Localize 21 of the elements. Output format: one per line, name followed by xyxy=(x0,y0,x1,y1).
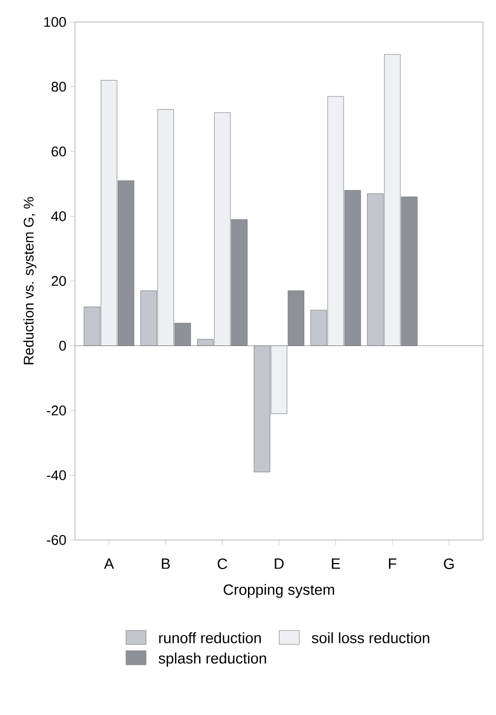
y-axis-title: Reduction vs. system G, % xyxy=(23,197,36,364)
x-tick-label: E xyxy=(332,558,340,569)
y-tick-label: 80 xyxy=(52,82,66,92)
y-tick-label: -60 xyxy=(46,535,66,545)
x-tick-label: G xyxy=(444,558,454,570)
x-tick-label: C xyxy=(218,558,228,570)
y-tick-label: -40 xyxy=(46,470,66,480)
x-tick-label: B xyxy=(162,558,170,569)
legend-label: runoff reduction xyxy=(159,632,261,644)
legend-label: splash reduction xyxy=(158,652,266,667)
x-tick-label: F xyxy=(388,558,396,569)
x-tick-label: A xyxy=(104,558,114,569)
x-tick-label: D xyxy=(274,558,284,569)
y-tick-label: -20 xyxy=(46,406,66,416)
y-tick-label: 100 xyxy=(44,17,66,27)
y-tick-label: 40 xyxy=(51,211,66,222)
y-tick-label: 60 xyxy=(52,146,66,156)
legend-label: soil loss reduction xyxy=(312,632,430,644)
x-axis-title: Cropping system xyxy=(224,584,334,598)
y-tick-label: 0 xyxy=(59,340,66,351)
y-tick-label: 20 xyxy=(52,276,66,286)
